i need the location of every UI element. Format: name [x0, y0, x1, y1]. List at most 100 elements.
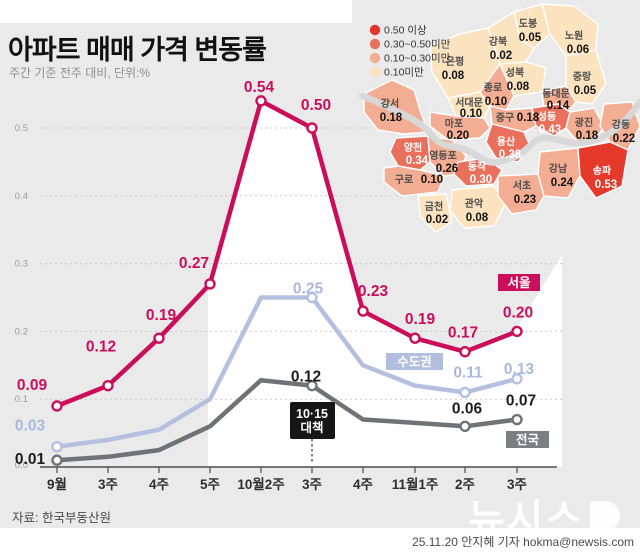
page-title: 아파트 매매 가격 변동률	[8, 35, 267, 65]
district-seongdong-name: 성동	[538, 110, 556, 123]
metro-marker	[51, 440, 63, 453]
credit-line: 25.11.20 안지혜 기자 hokma@newsis.com	[412, 535, 634, 549]
district-gwanak-name: 관악	[465, 197, 484, 210]
seoul-value-label: 0.23	[358, 283, 389, 300]
legend-swatch	[369, 66, 381, 78]
district-dobong-value: 0.05	[519, 32, 542, 44]
metro-value-label: 0.13	[504, 361, 535, 378]
district-yangcheon-name: 양천	[404, 141, 422, 154]
seoul-value-label: 0.50	[301, 97, 331, 114]
x-axis-label: 11월1주	[392, 476, 439, 492]
national-value-label: 0.07	[506, 393, 536, 410]
seoul-value-label: 0.09	[17, 377, 48, 394]
district-mapo-value: 0.20	[447, 130, 469, 142]
x-axis-label: 4주	[353, 477, 373, 492]
legend-label: 0.10미만	[384, 67, 424, 79]
district-dongjak-value: 0.30	[470, 174, 492, 186]
district-gangnam-value: 0.24	[551, 177, 574, 189]
y-axis-tick-label: 0.2	[15, 326, 28, 337]
national-line	[54, 377, 520, 463]
district-gangbuk-value: 0.02	[490, 50, 512, 62]
district-seongdong-value: 0.43	[539, 124, 561, 136]
metro-value-label: 0.25	[293, 281, 324, 298]
seoul-map: 도봉 0.05 노원 0.06 강북 0.02 은평 0.08 성북 0.08 중랑 0.05 종로 0.…	[358, 3, 640, 233]
seoul-series-tag-label: 서울	[507, 275, 531, 290]
district-nowon-name: 노원	[565, 29, 583, 42]
national-marker	[511, 413, 523, 426]
x-axis-label: 5주	[200, 477, 220, 492]
national-marker	[459, 420, 471, 433]
legend-swatch	[369, 38, 381, 50]
national-value-label: 0.12	[291, 369, 321, 386]
metro-marker	[459, 386, 471, 399]
national-series-tag-label: 전국	[516, 432, 540, 447]
source-note: 자료: 한국부동산원	[12, 511, 111, 525]
y-axis-tick-label: 0.3	[15, 259, 28, 270]
district-gangseo-value: 0.18	[380, 112, 403, 124]
district-seongbuk-name: 성북	[506, 66, 524, 79]
district-dongdaemun-value: 0.14	[547, 100, 570, 112]
top-margin	[0, 0, 352, 23]
district-jungnang-name: 중랑	[573, 71, 592, 83]
watermark-logo-shape	[590, 501, 621, 531]
district-geumcheon	[417, 193, 453, 233]
seoul-marker	[204, 278, 216, 290]
district-seongbuk-value: 0.08	[507, 81, 530, 93]
seoul-marker	[511, 325, 523, 338]
plot-highlight-area	[208, 98, 562, 467]
legend-label: 0.30~0.50미만	[384, 39, 451, 51]
district-nowon-value: 0.06	[567, 44, 589, 56]
metro-series-tag-label: 수도권	[397, 355, 432, 369]
y-axis-tick-label: 0.4	[15, 191, 28, 202]
metro-value-label: 0.11	[453, 364, 483, 381]
x-axis-label: 4주	[149, 477, 169, 492]
national-marker	[306, 379, 318, 392]
district-mapo-name: 마포	[445, 117, 463, 130]
district-mapo	[429, 111, 491, 141]
district-eunpyeong-value: 0.08	[442, 70, 465, 82]
district-junggu-value: 0.18	[517, 112, 540, 124]
district-guro-value: 0.10	[421, 174, 443, 186]
district-songpa-name: 송파	[593, 164, 612, 177]
seoul-marker	[459, 346, 471, 358]
watermark-text: 뉴시스	[468, 498, 585, 542]
seoul-value-label: 0.54	[244, 79, 275, 96]
x-axis-label: 9월	[47, 476, 67, 492]
legend-label: 0.10~0.30미만	[384, 53, 451, 65]
district-dongdaemun-name: 동대문	[542, 87, 570, 100]
x-axis-label: 3주	[98, 477, 118, 492]
seoul-marker	[306, 122, 318, 134]
district-gwanak	[449, 185, 507, 229]
district-yongsan-name: 용산	[497, 135, 516, 148]
seoul-marker	[255, 95, 267, 107]
district-seocho-value: 0.23	[514, 194, 536, 206]
district-eunpyeong-name: 은평	[446, 55, 464, 68]
district-guro-name: 구로	[395, 174, 413, 186]
seoul-value-label: 0.17	[448, 325, 478, 342]
district-gangdong-name: 강동	[612, 118, 630, 131]
district-gangbuk-name: 강북	[489, 35, 507, 48]
han-river	[358, 92, 640, 166]
district-seocho-name: 서초	[513, 179, 531, 192]
district-dongjak-name: 동작	[468, 160, 487, 173]
seoul-series-tag	[498, 274, 540, 291]
chart-subtitle: 주간 기준 전주 대비, 단위:%	[9, 66, 151, 80]
district-geumcheon-value: 0.02	[426, 214, 448, 226]
district-songpa	[577, 141, 629, 199]
district-gwangjin-name: 광진	[575, 116, 593, 129]
x-axis-label: 10월2주	[237, 476, 284, 492]
district-guro	[383, 165, 445, 197]
district-yeongdeungpo-name: 영등포	[429, 149, 457, 162]
district-gwangjin-value: 0.18	[576, 130, 599, 142]
national-value-label: 0.06	[452, 400, 483, 417]
newsis-watermark: 뉴시스	[468, 487, 621, 545]
metro-value-label: 0.03	[15, 418, 46, 435]
x-axis-label: 3주	[302, 477, 322, 492]
district-gwanak-value: 0.08	[466, 212, 489, 224]
x-axis-label: 2주	[455, 477, 475, 492]
seoul-marker	[102, 379, 114, 392]
legend-swatch	[369, 52, 381, 64]
policy-annotation-line2: 대책	[300, 420, 323, 435]
